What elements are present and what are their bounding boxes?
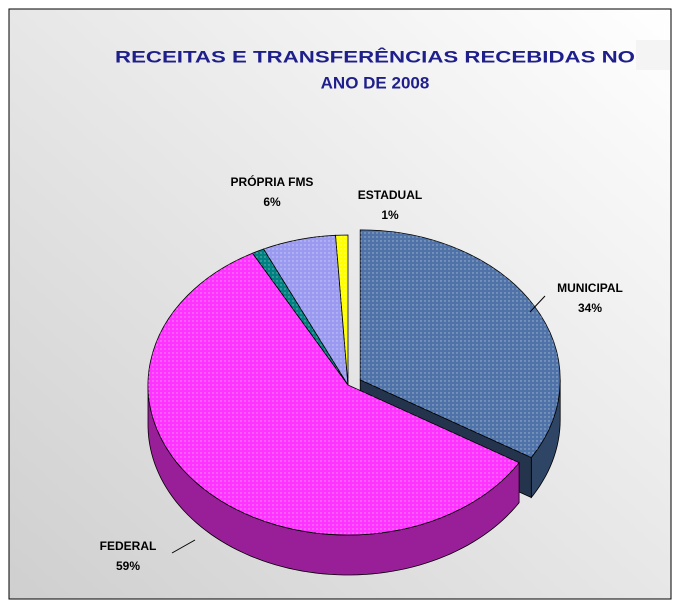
chart-title: RECEITAS E TRANSFERÊNCIAS RECEBIDAS NO <box>115 47 635 66</box>
slice-label: PRÓPRIA FMS <box>231 174 314 189</box>
slice-texture <box>252 248 348 385</box>
pie <box>147 229 561 576</box>
slice-value-label: 1% <box>381 208 399 222</box>
leader-line <box>171 539 196 554</box>
slice-label: ESTADUAL <box>358 188 422 202</box>
slice-texture <box>263 235 348 385</box>
leader-line <box>529 295 546 313</box>
slice-value-label: 34% <box>578 301 602 315</box>
slice-value-label: 6% <box>263 195 281 209</box>
slice-texture <box>148 253 520 535</box>
slice-texture <box>360 229 561 458</box>
slice-texture <box>335 235 348 385</box>
slice-value-label: 59% <box>116 559 140 573</box>
title-clip <box>636 40 670 70</box>
slice-label: MUNICIPAL <box>557 281 623 295</box>
chart-title: ANO DE 2008 <box>321 73 430 92</box>
slice-label: FEDERAL <box>100 539 157 553</box>
